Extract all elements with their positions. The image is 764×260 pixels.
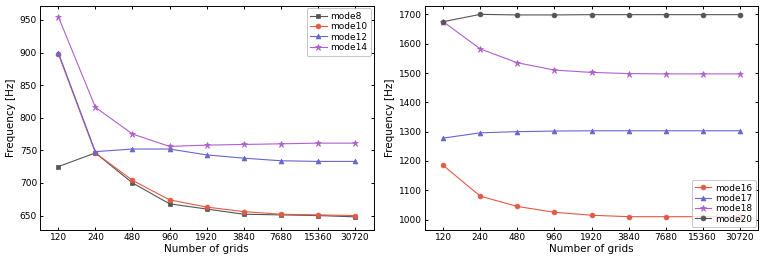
mode16 (550, 211, 559, 214)
mode12 (277, 159, 286, 162)
mode12 (165, 147, 174, 151)
mode10 (91, 151, 100, 154)
mode18 (661, 72, 670, 75)
mode18 (476, 47, 485, 50)
Line: mode10: mode10 (56, 51, 358, 218)
Line: mode16: mode16 (441, 163, 743, 219)
mode8 (165, 202, 174, 205)
mode16 (587, 214, 596, 217)
mode14 (165, 145, 174, 148)
mode17 (587, 129, 596, 132)
mode8 (351, 215, 360, 218)
mode8 (277, 213, 286, 216)
mode18 (513, 61, 522, 64)
mode20 (550, 13, 559, 16)
mode20 (698, 13, 707, 16)
mode18 (735, 72, 744, 75)
mode14 (202, 144, 211, 147)
mode12 (202, 153, 211, 157)
mode8 (202, 207, 211, 211)
mode20 (735, 13, 744, 16)
mode12 (53, 51, 63, 54)
mode17 (550, 129, 559, 133)
mode10 (239, 210, 248, 213)
X-axis label: Number of grids: Number of grids (549, 244, 634, 255)
mode10 (53, 52, 63, 55)
mode20 (439, 20, 448, 23)
mode12 (239, 157, 248, 160)
mode14 (351, 142, 360, 145)
mode10 (165, 198, 174, 202)
mode14 (239, 143, 248, 146)
Y-axis label: Frequency [Hz]: Frequency [Hz] (385, 79, 395, 157)
mode10 (128, 179, 137, 182)
mode16 (735, 215, 744, 218)
X-axis label: Number of grids: Number of grids (164, 244, 249, 255)
mode14 (53, 15, 63, 18)
mode16 (624, 215, 633, 218)
mode10 (313, 213, 322, 216)
mode17 (439, 136, 448, 140)
mode14 (128, 132, 137, 135)
mode16 (439, 164, 448, 167)
mode10 (351, 214, 360, 217)
mode18 (439, 20, 448, 23)
mode14 (277, 142, 286, 145)
mode20 (513, 13, 522, 16)
mode16 (661, 215, 670, 218)
Legend: mode8, mode10, mode12, mode14: mode8, mode10, mode12, mode14 (306, 8, 371, 56)
mode12 (128, 147, 137, 151)
Line: mode8: mode8 (56, 151, 358, 219)
mode10 (202, 205, 211, 209)
mode18 (624, 72, 633, 75)
mode18 (698, 72, 707, 75)
mode17 (661, 129, 670, 132)
mode17 (624, 129, 633, 132)
mode16 (476, 194, 485, 198)
mode20 (624, 13, 633, 16)
mode17 (698, 129, 707, 132)
mode12 (91, 150, 100, 153)
mode17 (513, 130, 522, 133)
mode20 (587, 13, 596, 16)
mode8 (91, 151, 100, 154)
mode10 (277, 213, 286, 216)
mode8 (128, 181, 137, 185)
mode12 (313, 160, 322, 163)
mode14 (313, 142, 322, 145)
Legend: mode16, mode17, mode18, mode20: mode16, mode17, mode18, mode20 (691, 180, 756, 227)
Line: mode14: mode14 (55, 13, 358, 150)
Y-axis label: Frequency [Hz]: Frequency [Hz] (5, 79, 15, 157)
mode17 (476, 131, 485, 134)
Line: mode12: mode12 (56, 50, 358, 164)
mode17 (735, 129, 744, 132)
mode8 (53, 165, 63, 168)
mode20 (476, 13, 485, 16)
mode18 (587, 71, 596, 74)
Line: mode20: mode20 (441, 12, 743, 24)
Line: mode18: mode18 (440, 18, 743, 77)
mode14 (91, 106, 100, 109)
mode16 (513, 205, 522, 208)
mode16 (698, 215, 707, 218)
mode8 (313, 214, 322, 217)
mode8 (239, 213, 248, 216)
mode12 (351, 160, 360, 163)
mode20 (661, 13, 670, 16)
Line: mode17: mode17 (441, 128, 743, 141)
mode18 (550, 68, 559, 72)
